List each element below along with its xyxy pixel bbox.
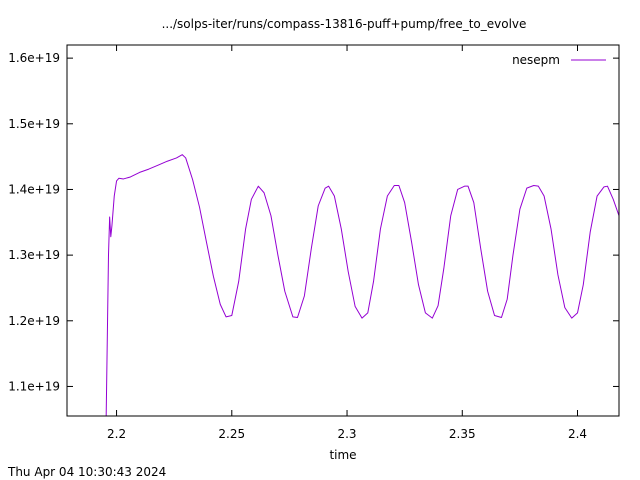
x-axis-label: time — [329, 448, 356, 462]
y-tick-label-4: 1.5e+19 — [8, 117, 60, 131]
x-tick-label-3: 2.35 — [449, 427, 476, 441]
x-tick-label-2: 2.3 — [337, 427, 356, 441]
y-tick-label-0: 1.1e+19 — [8, 379, 60, 393]
y-tick-label-5: 1.6e+19 — [8, 51, 60, 65]
y-tick-label-1: 1.2e+19 — [8, 314, 60, 328]
y-tick-label-2: 1.3e+19 — [8, 248, 60, 262]
x-tick-label-1: 2.25 — [218, 427, 245, 441]
axis-ticks: 2.2 2.25 2.3 2.35 2.4 1.1e+19 1.2e+19 1.3e+19 1.… — [8, 45, 619, 441]
y-tick-label-3: 1.4e+19 — [8, 182, 60, 196]
plot-frame — [66, 44, 620, 417]
x-tick-label-0: 2.2 — [107, 427, 126, 441]
timestamp: Thu Apr 04 10:30:43 2024 — [7, 465, 166, 479]
legend-label-nesepm: nesepm — [512, 53, 560, 67]
series-line-nesepm — [105, 154, 620, 417]
x-tick-label-4: 2.4 — [568, 427, 587, 441]
chart-title: .../solps-iter/runs/compass-13816-puff+p… — [162, 17, 527, 31]
legend: nesepm — [512, 53, 606, 67]
series-layer — [105, 154, 620, 417]
